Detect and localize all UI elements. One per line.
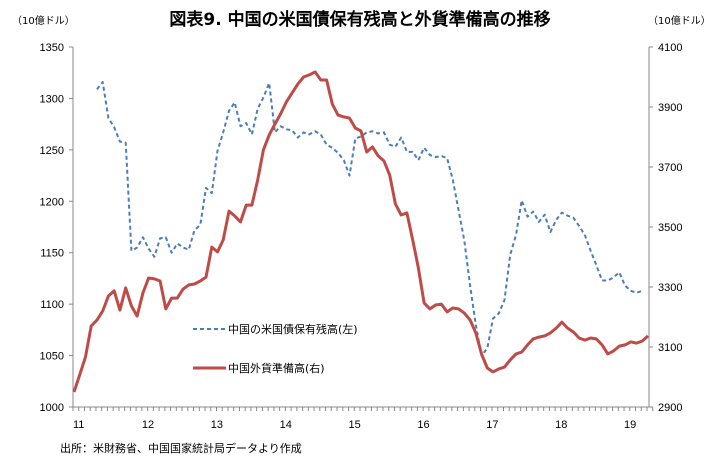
left-tick-label: 1250 xyxy=(40,145,64,157)
right-tick-label: 4100 xyxy=(658,42,682,54)
x-tick-label: 19 xyxy=(624,419,636,431)
x-tick-label: 16 xyxy=(417,419,429,431)
left-tick-label: 1200 xyxy=(40,196,64,208)
x-tick-label: 14 xyxy=(280,419,292,431)
x-tick-label: 13 xyxy=(211,419,223,431)
source-note: 出所：米財務省、中国国家統計局データより作成 xyxy=(60,441,302,455)
left-tick-label: 1350 xyxy=(40,42,64,54)
legend-label-treasury: 中国の米国債保有残高(左) xyxy=(228,322,358,336)
right-tick-label: 3500 xyxy=(658,222,682,234)
right-axis-unit: （10億ドル） xyxy=(648,14,711,27)
right-tick-label: 3100 xyxy=(658,342,682,354)
left-tick-label: 1000 xyxy=(40,402,64,414)
legend-label-reserves: 中国外貨準備高(右) xyxy=(228,361,325,375)
right-tick-label: 2900 xyxy=(658,402,682,414)
series-line-treasury-holdings xyxy=(96,81,643,357)
left-axis-unit: （10億ドル） xyxy=(12,14,75,27)
series-line-fx-reserves xyxy=(72,70,650,393)
x-tick-label: 18 xyxy=(555,419,567,431)
x-tick-label: 15 xyxy=(349,419,361,431)
right-tick-label: 3700 xyxy=(658,162,682,174)
x-tick-label: 11 xyxy=(73,419,84,431)
left-tick-label: 1100 xyxy=(40,299,64,311)
legend: 中国の米国債保有残高(左) 中国外貨準備高(右) xyxy=(193,322,358,375)
chart-title: 図表9. 中国の米国債保有残高と外貨準備高の推移 xyxy=(169,9,550,30)
right-tick-label: 3900 xyxy=(658,102,682,114)
left-tick-label: 1150 xyxy=(40,248,64,260)
left-tick-label: 1050 xyxy=(40,351,64,363)
right-tick-label: 3300 xyxy=(658,282,682,294)
x-tick-label: 12 xyxy=(142,419,154,431)
left-tick-label: 1300 xyxy=(40,93,64,105)
x-tick-label: 17 xyxy=(486,419,498,431)
